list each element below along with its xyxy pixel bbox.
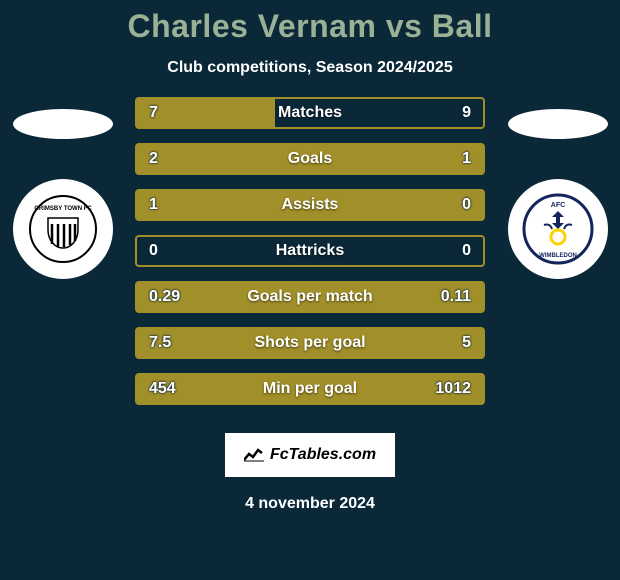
page-title: Charles Vernam vs Ball <box>128 8 493 45</box>
player-left-avatar-placeholder <box>13 109 113 139</box>
stat-row: 79Matches <box>135 97 485 129</box>
chart-icon <box>244 446 264 465</box>
player-left-column: GRIMSBY TOWN FC <box>8 97 117 279</box>
stat-row: 10Assists <box>135 189 485 221</box>
stat-label: Hattricks <box>137 242 483 260</box>
stat-row: 0.290.11Goals per match <box>135 281 485 313</box>
stat-label: Assists <box>137 196 483 214</box>
stat-row: 21Goals <box>135 143 485 175</box>
stat-row: 00Hattricks <box>135 235 485 267</box>
stat-label: Min per goal <box>137 380 483 398</box>
player-right-club-crest: AFC WIMBLEDON <box>508 179 608 279</box>
grimsby-crest-icon: GRIMSBY TOWN FC <box>28 194 98 264</box>
stat-label: Matches <box>137 104 483 122</box>
wimbledon-crest-icon: AFC WIMBLEDON <box>522 193 594 265</box>
comparison-row: GRIMSBY TOWN FC 79Matches 21Goals 10Assist… <box>0 97 620 405</box>
svg-text:WIMBLEDON: WIMBLEDON <box>539 253 577 259</box>
stat-row: 7.55Shots per goal <box>135 327 485 359</box>
stats-column: 79Matches 21Goals 10Assists 00Hattricks 0.29… <box>135 97 485 405</box>
svg-text:GRIMSBY TOWN FC: GRIMSBY TOWN FC <box>34 206 92 212</box>
footer-brand-text: FcTables.com <box>270 446 376 464</box>
footer-date: 4 november 2024 <box>245 495 375 513</box>
stat-label: Goals per match <box>137 288 483 306</box>
stat-label: Goals <box>137 150 483 168</box>
player-right-avatar-placeholder <box>508 109 608 139</box>
subtitle: Club competitions, Season 2024/2025 <box>167 59 452 77</box>
stat-row: 4541012Min per goal <box>135 373 485 405</box>
stat-label: Shots per goal <box>137 334 483 352</box>
svg-text:AFC: AFC <box>550 202 564 209</box>
player-right-column: AFC WIMBLEDON <box>503 97 612 279</box>
footer-brand-badge: FcTables.com <box>225 433 395 477</box>
player-left-club-crest: GRIMSBY TOWN FC <box>13 179 113 279</box>
